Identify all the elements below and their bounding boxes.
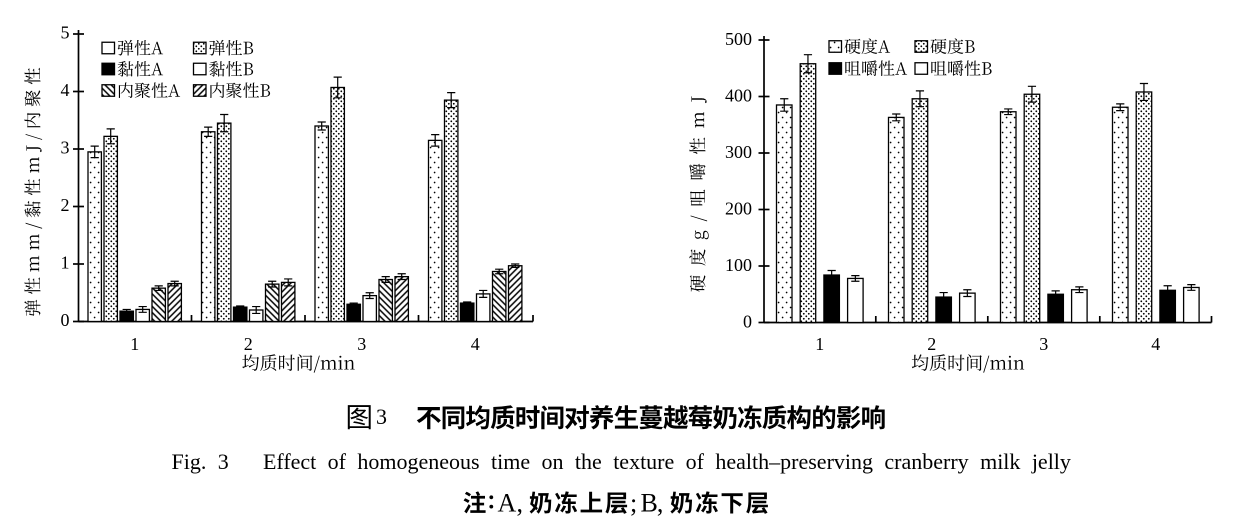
- svg-text:,: ,: [517, 489, 524, 518]
- svg-text:3: 3: [1039, 334, 1048, 354]
- svg-text:400: 400: [725, 86, 752, 106]
- svg-text:200: 200: [725, 199, 752, 219]
- svg-text:B: B: [641, 489, 658, 518]
- svg-text:3: 3: [357, 334, 366, 354]
- svg-text:1: 1: [61, 253, 70, 273]
- svg-text:A: A: [498, 489, 517, 518]
- svg-text:300: 300: [725, 142, 752, 162]
- svg-text:4: 4: [471, 334, 480, 354]
- svg-text:4: 4: [61, 80, 70, 100]
- svg-text:2: 2: [927, 334, 936, 354]
- svg-text:5: 5: [61, 23, 70, 43]
- svg-text:500: 500: [725, 29, 752, 49]
- svg-text:Fig. 3 Effect of homogeneous: Fig. 3 Effect of homogeneous time on the…: [172, 449, 1071, 474]
- svg-text:2: 2: [61, 195, 70, 215]
- svg-text:3: 3: [61, 138, 70, 158]
- svg-text:0: 0: [743, 312, 752, 332]
- svg-text:2: 2: [244, 334, 253, 354]
- svg-text:0: 0: [61, 310, 70, 330]
- svg-text:100: 100: [725, 255, 752, 275]
- svg-text:1: 1: [815, 334, 824, 354]
- svg-text:,: ,: [657, 489, 664, 518]
- svg-text:4: 4: [1151, 334, 1160, 354]
- svg-text:1: 1: [130, 334, 139, 354]
- svg-text:3: 3: [376, 404, 387, 429]
- svg-text:;: ;: [630, 489, 637, 518]
